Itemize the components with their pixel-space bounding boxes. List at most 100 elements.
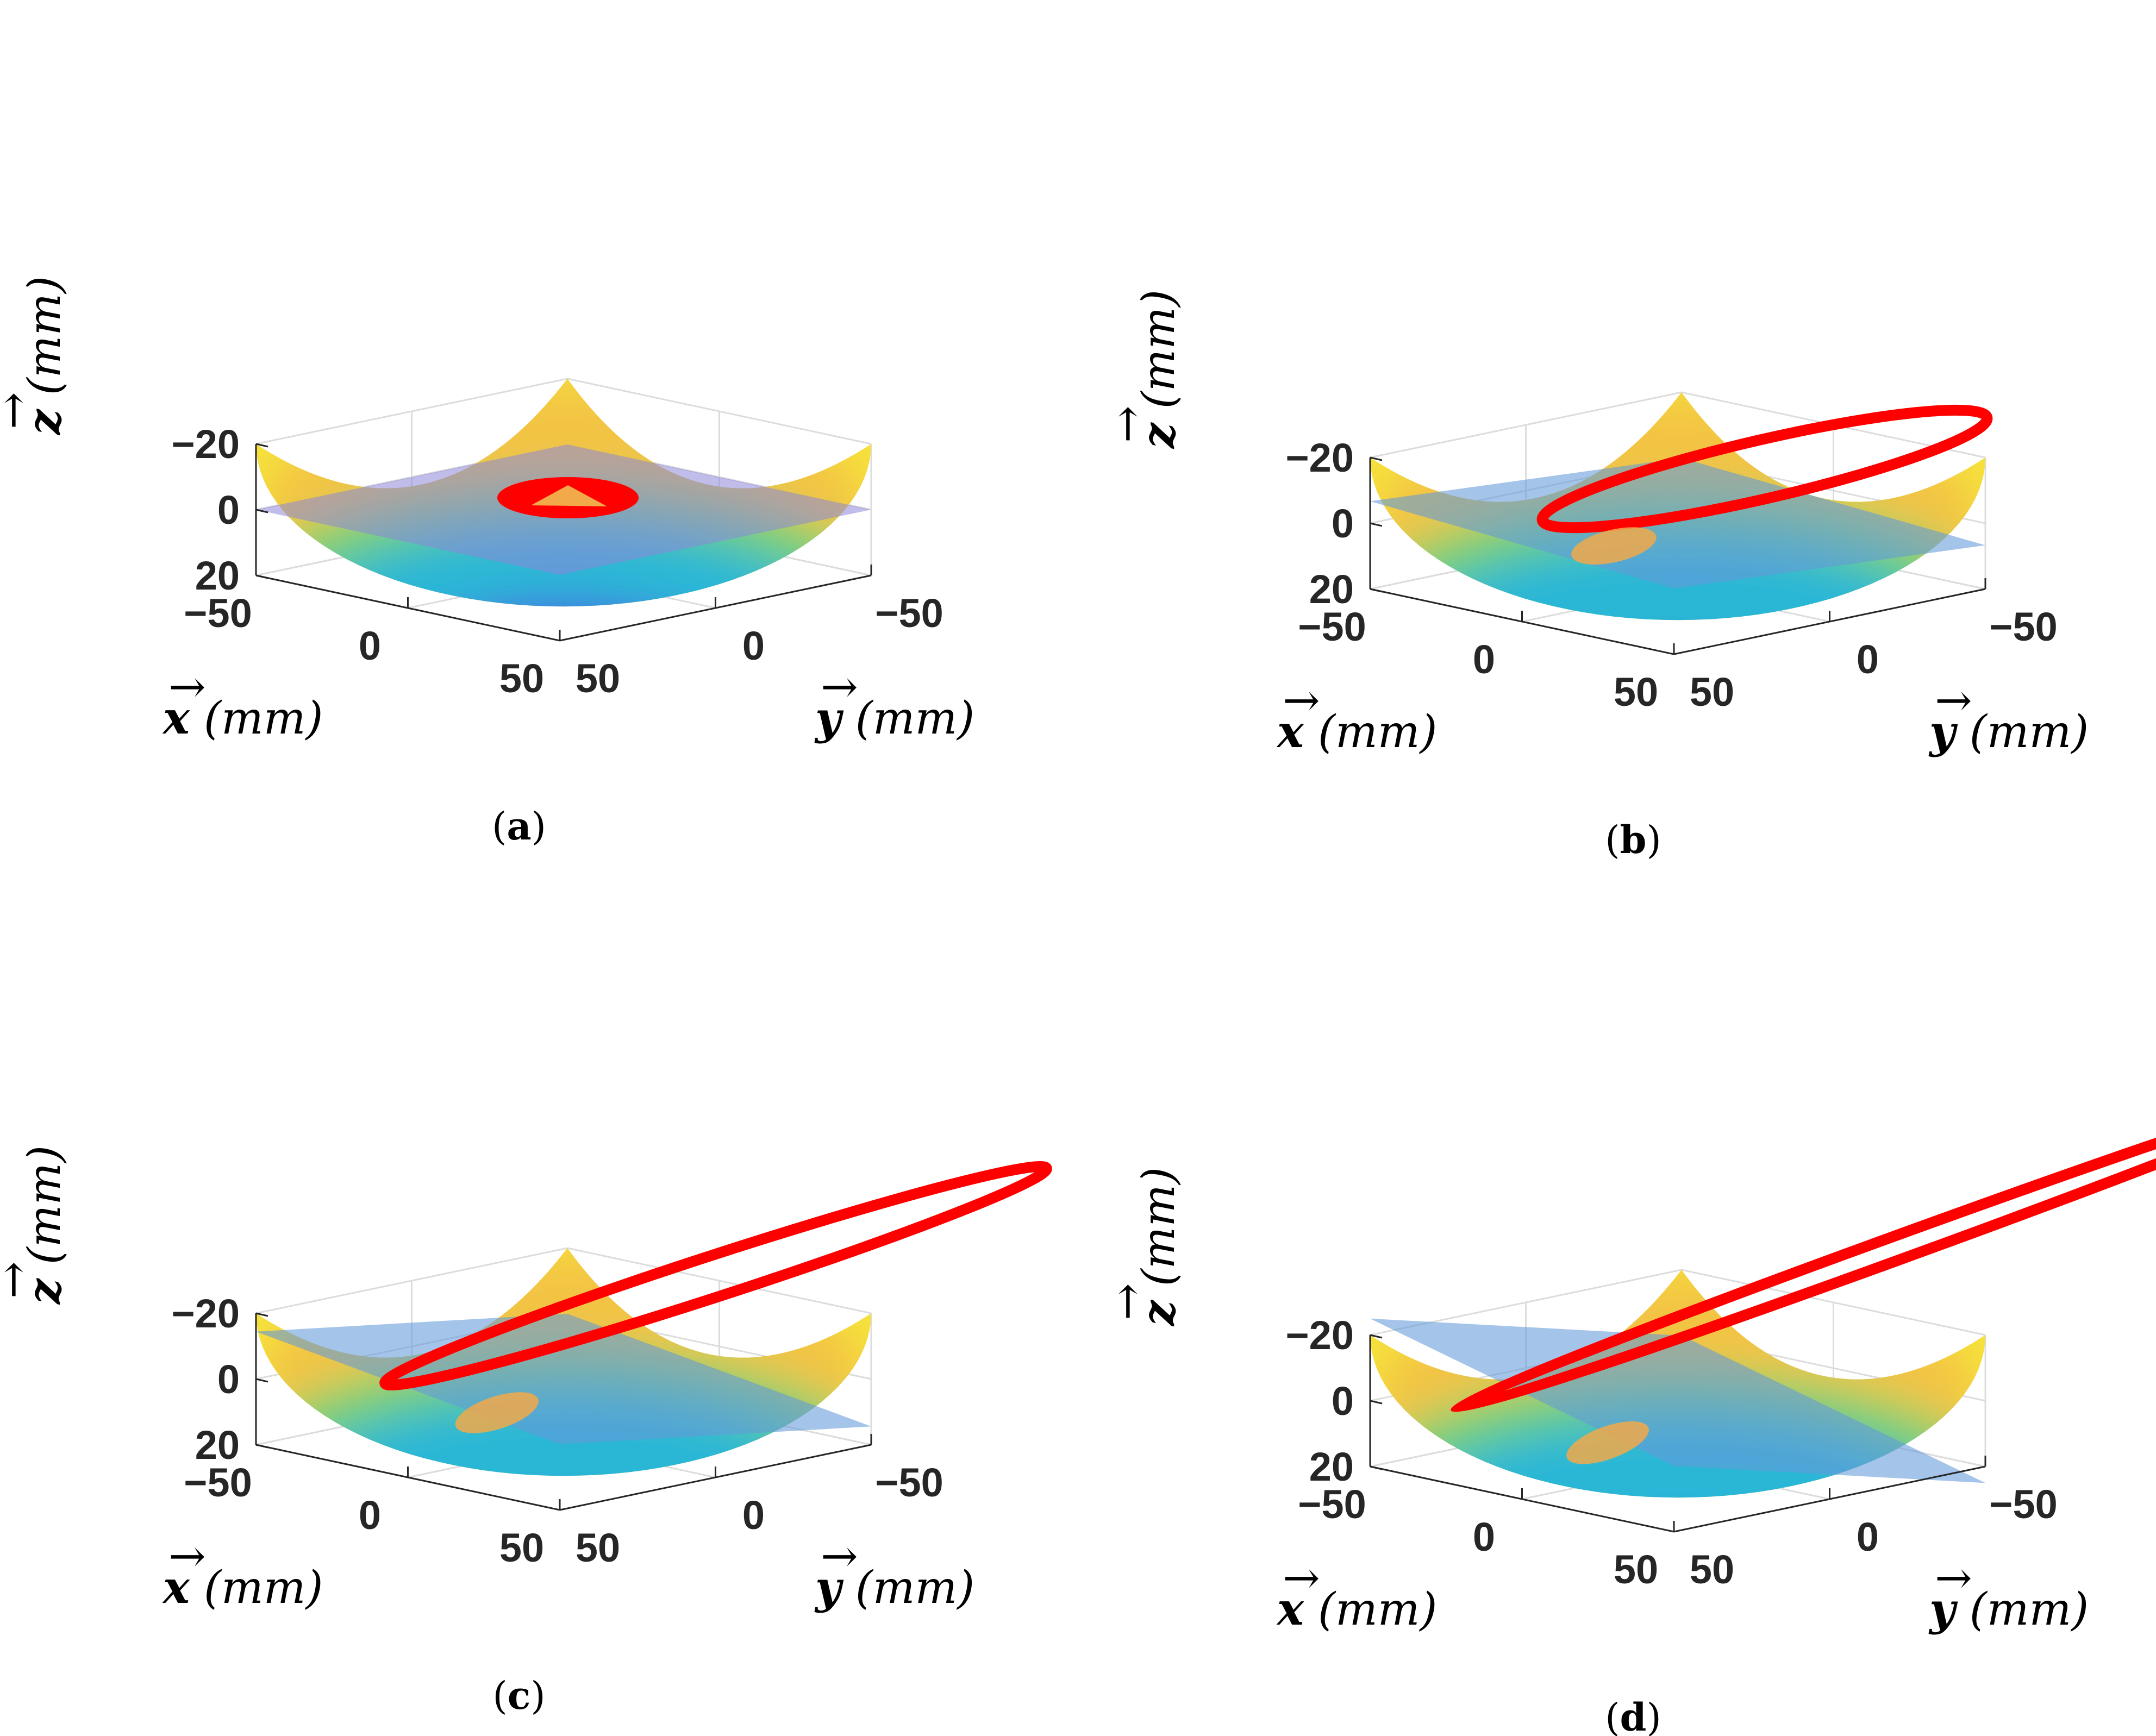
x-tick-label: −50 bbox=[184, 591, 252, 636]
x-tick-label: 0 bbox=[1473, 637, 1495, 682]
surface-band-blue bbox=[1515, 642, 1841, 751]
x-axis-label-var: x bbox=[1276, 1583, 1304, 1635]
panel-caption: (a) bbox=[492, 804, 546, 849]
z-tick bbox=[1370, 1400, 1383, 1405]
cutting-plane bbox=[1370, 458, 1985, 588]
y-axis-label: y (mm)→ bbox=[814, 661, 974, 744]
y-tick-label: −50 bbox=[875, 1460, 943, 1505]
surface-band-green bbox=[1370, 496, 1985, 621]
y-axis-label-text: y (mm) bbox=[814, 1562, 974, 1614]
z-tick bbox=[255, 1312, 268, 1317]
z-axis-label-unit: (mm) bbox=[19, 1145, 71, 1279]
surface-band-green bbox=[1370, 1373, 1985, 1498]
z-axis-label-var: z bbox=[1133, 1300, 1185, 1327]
y-axis-label-text: y (mm) bbox=[1928, 1583, 2089, 1635]
plane-tint bbox=[1370, 458, 1985, 588]
y-axis-label: y (mm)→ bbox=[1928, 675, 2089, 758]
intersection-highlight bbox=[1566, 1421, 1649, 1464]
x-tick-label: −50 bbox=[184, 1460, 252, 1505]
x-tick-label: 50 bbox=[499, 656, 544, 701]
surface-band-green bbox=[256, 482, 871, 607]
plane-face bbox=[256, 1314, 871, 1444]
plane-face bbox=[1370, 458, 1985, 588]
intersection-highlight bbox=[455, 1392, 539, 1433]
z-axis-label-unit: (mm) bbox=[19, 276, 71, 410]
y-axis-label-text: y (mm) bbox=[1928, 706, 2089, 758]
y-tick-label: −50 bbox=[875, 591, 943, 636]
y-tick-label: 0 bbox=[742, 1493, 765, 1538]
intersection-highlight bbox=[1571, 527, 1657, 565]
z-tick-label: −20 bbox=[171, 422, 240, 467]
surface-band-cyan bbox=[281, 1395, 846, 1476]
y-axis-label-unit: (mm) bbox=[841, 693, 975, 744]
cutting-plane bbox=[256, 1314, 871, 1444]
z-axis-label: z (mm)→ bbox=[0, 276, 71, 436]
y-axis-label-unit: (mm) bbox=[1955, 706, 2089, 758]
intersection-highlight bbox=[531, 485, 607, 506]
y-axis-label-arrow: → bbox=[821, 661, 858, 713]
x-axis-label-text: x (mm) bbox=[162, 1562, 323, 1614]
plane-tint bbox=[1370, 1318, 1985, 1483]
x-tick-label: −50 bbox=[1298, 1482, 1366, 1527]
surface-band-green bbox=[256, 1351, 871, 1476]
x-axis-label-unit: (mm) bbox=[1304, 706, 1438, 758]
y-tick-label: −50 bbox=[1989, 1482, 2058, 1527]
z-axis-label-var: z bbox=[18, 409, 71, 436]
x-axis-label: x (mm)→ bbox=[1276, 675, 1437, 758]
intersection-ellipse bbox=[1536, 404, 1993, 534]
tick-marks bbox=[1369, 456, 1986, 654]
z-tick-label: 0 bbox=[1332, 501, 1354, 546]
z-axis-label-arrow: → bbox=[0, 392, 39, 429]
z-tick bbox=[1370, 522, 1383, 527]
panel-caption-letter: c bbox=[508, 1673, 531, 1718]
z-tick bbox=[255, 1378, 268, 1383]
x-tick-label: 0 bbox=[359, 623, 381, 668]
y-tick-label: 50 bbox=[576, 656, 620, 701]
surface-band-blue bbox=[1515, 1520, 1841, 1628]
x-axis-label: x (mm)→ bbox=[162, 661, 323, 744]
x-tick-label: 0 bbox=[359, 1493, 381, 1538]
y-tick-label: 50 bbox=[1690, 669, 1734, 715]
x-tick-label: 50 bbox=[1614, 669, 1658, 715]
z-tick-label: 20 bbox=[195, 553, 240, 598]
y-tick-label: 0 bbox=[1857, 1514, 1879, 1559]
y-axis-label-unit: (mm) bbox=[841, 1562, 975, 1614]
x-tick-label: −50 bbox=[1298, 604, 1366, 649]
z-tick bbox=[1370, 456, 1383, 461]
intersection-curve bbox=[1450, 1083, 2156, 1464]
x-axis-label-arrow: → bbox=[168, 661, 206, 713]
x-axis-label-arrow: → bbox=[168, 1531, 206, 1582]
z-axis-label-unit: (mm) bbox=[1133, 290, 1185, 423]
z-axis-label-var: z bbox=[1133, 422, 1185, 449]
y-axis-label-var: y bbox=[1928, 706, 1958, 758]
x-tick-label: 0 bbox=[1473, 1514, 1495, 1559]
plane-tint bbox=[256, 1314, 871, 1444]
y-tick-label: −50 bbox=[1989, 604, 2058, 649]
surface-fill bbox=[256, 1248, 871, 1476]
z-tick bbox=[255, 509, 268, 513]
z-axis-label-arrow: → bbox=[1102, 1283, 1153, 1320]
y-tick-label: 50 bbox=[576, 1525, 620, 1570]
tick-marks bbox=[255, 443, 872, 641]
y-axis-label: y (mm)→ bbox=[1928, 1552, 2089, 1635]
x-axis-label-text: x (mm) bbox=[162, 692, 323, 744]
z-tick-label: 0 bbox=[1332, 1378, 1354, 1424]
z-tick-label: −20 bbox=[1285, 435, 1354, 480]
panel-caption: (d) bbox=[1605, 1695, 1661, 1736]
z-axis-label: z (mm)→ bbox=[1102, 290, 1185, 449]
y-axis-label-var: y bbox=[1928, 1583, 1958, 1635]
surface-band-cyan bbox=[281, 525, 846, 607]
tick-marks bbox=[1369, 1334, 1986, 1532]
panel-caption-letter: b bbox=[1620, 817, 1647, 862]
y-axis-label-arrow: → bbox=[821, 1531, 858, 1582]
z-axis-label-unit: (mm) bbox=[1133, 1167, 1185, 1301]
z-axis-label-text: z (mm) bbox=[1133, 290, 1185, 449]
z-tick bbox=[1370, 1465, 1383, 1470]
x-axis-label-unit: (mm) bbox=[1304, 1584, 1438, 1635]
y-tick-label: 50 bbox=[1690, 1547, 1734, 1592]
